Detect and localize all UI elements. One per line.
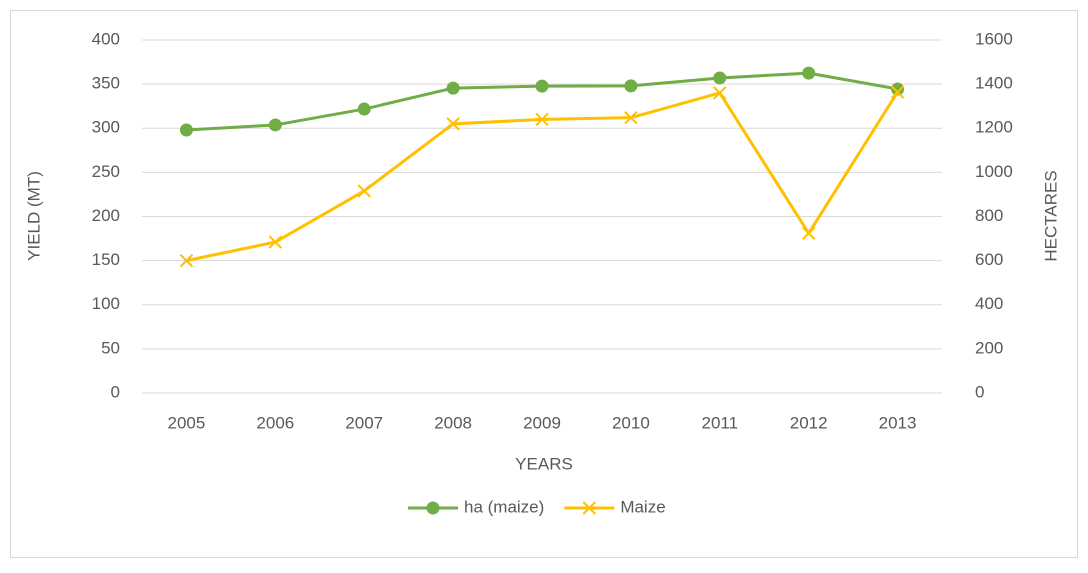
y2-tick-label: 1400 — [975, 74, 1013, 93]
x-axis-title: YEARS — [515, 454, 573, 473]
data-point — [446, 117, 460, 131]
data-point — [801, 226, 816, 240]
x-tick-label: 2010 — [612, 413, 650, 432]
y-tick-label: 250 — [92, 162, 120, 181]
x-tick-label: 2005 — [168, 413, 206, 432]
data-point — [268, 118, 282, 132]
x-tick-label: 2011 — [701, 413, 738, 432]
legend-label: ha (maize) — [464, 497, 544, 516]
y2-tick-label: 800 — [975, 206, 1003, 225]
x-tick-label: 2006 — [256, 413, 294, 432]
y2-tick-label: 1000 — [975, 162, 1013, 181]
x-tick-label: 2007 — [345, 413, 383, 432]
x-tick-label: 2009 — [523, 413, 561, 432]
data-point — [535, 79, 549, 93]
y-tick-label: 200 — [92, 206, 120, 225]
data-point — [179, 123, 193, 137]
y2-tick-label: 1600 — [975, 29, 1013, 48]
y2-tick-label: 600 — [975, 250, 1003, 269]
y2-tick-label: 200 — [975, 338, 1003, 357]
x-tick-label: 2013 — [879, 413, 917, 432]
y-tick-label: 350 — [92, 74, 120, 93]
y-tick-label: 150 — [92, 250, 120, 269]
data-point — [268, 235, 283, 249]
y2-tick-label: 400 — [975, 294, 1003, 313]
y-tick-label: 50 — [101, 338, 120, 357]
data-point — [535, 112, 549, 127]
y-tick-label: 100 — [92, 294, 120, 313]
data-point — [446, 81, 460, 95]
legend-label: Maize — [620, 497, 665, 516]
data-point — [891, 82, 905, 96]
data-point — [357, 102, 371, 116]
data-point — [802, 66, 816, 80]
data-point — [357, 184, 371, 198]
x-tick-label: 2012 — [790, 413, 828, 432]
chart-border — [10, 10, 1078, 558]
data-point — [179, 253, 194, 268]
data-point — [713, 86, 727, 100]
y2-tick-label: 1200 — [975, 118, 1013, 137]
y-tick-label: 300 — [92, 118, 120, 137]
y2-axis-title: HECTARES — [1041, 170, 1060, 261]
y-tick-label: 400 — [92, 29, 120, 48]
data-point — [624, 79, 638, 93]
data-point — [624, 110, 638, 125]
x-tick-label: 2008 — [434, 413, 472, 432]
legend-marker — [426, 501, 440, 515]
y-axis-title: YIELD (MT) — [24, 171, 43, 261]
legend-marker — [582, 501, 597, 515]
y2-tick-label: 0 — [975, 382, 984, 401]
data-point — [713, 71, 727, 85]
y-tick-label: 0 — [111, 382, 120, 401]
data-point — [890, 85, 905, 99]
